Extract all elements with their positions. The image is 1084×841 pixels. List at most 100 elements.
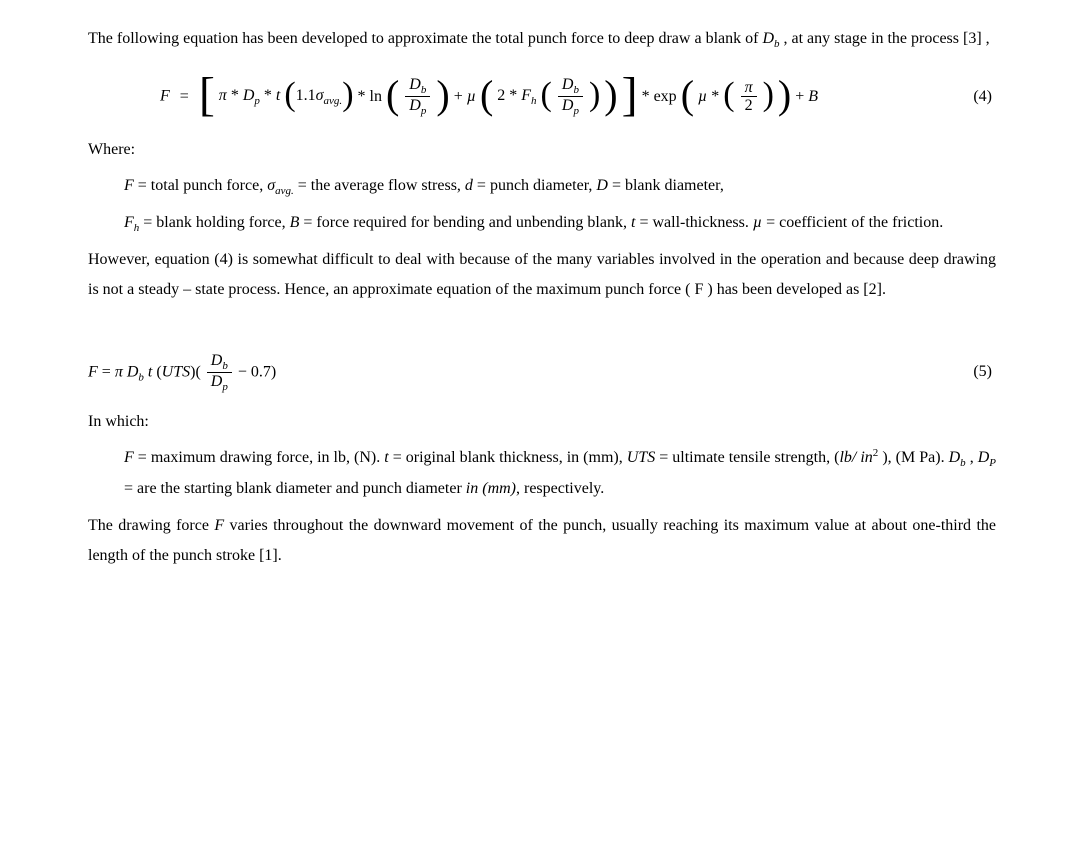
- eq5-f-Dp: D: [211, 373, 223, 390]
- d3-mm: (mm): [482, 480, 516, 497]
- d2-Fh-txt: = blank holding force,: [139, 214, 289, 231]
- eq4-rparen2: ): [436, 75, 449, 115]
- d1-d: d: [465, 177, 473, 194]
- eq4-rparen3: ): [604, 75, 617, 115]
- eq5-f-D: D: [211, 352, 223, 369]
- d2-t-txt: = wall-thickness.: [635, 214, 752, 231]
- eq5-t: t: [148, 363, 152, 380]
- d1-D-txt: = blank diameter,: [608, 177, 724, 194]
- eq4-f2-D: D: [562, 76, 574, 93]
- eq5-f-b: b: [222, 360, 228, 372]
- final-F: F: [214, 517, 224, 534]
- in-which-label: In which:: [88, 407, 996, 437]
- equation-4-number: (4): [932, 82, 996, 112]
- eq5-UTS: UTS: [162, 363, 190, 380]
- d3-UTS: UTS: [627, 449, 655, 466]
- d3-comma: ,: [966, 449, 978, 466]
- equation-4-body: F = [ π * Dp * t (1.1σavg.) * ln ( Db Dp…: [88, 73, 932, 121]
- equation-5-body: F = π Db t (UTS)( Db Dp − 0.7): [88, 352, 932, 393]
- eq4-f1-p: p: [421, 105, 427, 117]
- equation-5-row: F = π Db t (UTS)( Db Dp − 0.7) (5): [88, 352, 996, 393]
- defs-line-2: Fh = blank holding force, B = force requ…: [88, 208, 996, 239]
- eq4-sigma: σ: [316, 87, 324, 104]
- d1-sigma: σ: [267, 177, 275, 194]
- eq5-Db-b: b: [138, 371, 144, 383]
- sym-Db-b: b: [774, 38, 780, 50]
- eq4-equals: =: [174, 82, 195, 112]
- d3-are: = are the starting blank diameter and pu…: [124, 480, 466, 497]
- eq5-Db-D: D: [127, 363, 139, 380]
- eq5-pi: π: [115, 363, 123, 380]
- eq4-lparen4: (: [541, 78, 552, 112]
- d3-DpD: D: [978, 449, 990, 466]
- eq4-f1-D: D: [409, 76, 421, 93]
- eq5-minus07: − 0.7): [238, 363, 276, 380]
- eq4-lparen2: (: [386, 75, 399, 115]
- eq4-star5: *: [642, 88, 654, 105]
- eq4-star2: *: [260, 87, 276, 104]
- d2-mu-txt: = coefficient of the friction.: [762, 214, 943, 231]
- eq4-star1: *: [227, 87, 243, 104]
- eq4-t: t: [276, 87, 280, 104]
- final-post: varies throughout the downward movement …: [88, 517, 996, 564]
- intro-paragraph: The following equation has been develope…: [88, 24, 996, 55]
- eq4-1p1: 1.1: [296, 87, 316, 104]
- d2-B: B: [290, 214, 300, 231]
- eq4-f2-Dp: D: [562, 97, 574, 114]
- intro-text-1: The following equation has been develope…: [88, 30, 762, 47]
- eq4-Fh-h: h: [531, 95, 537, 107]
- final-pre: The drawing force: [88, 517, 214, 534]
- eq4-rparen5: ): [778, 75, 791, 115]
- defs-line-1: F = total punch force, σavg. = the avera…: [88, 171, 996, 202]
- eq4-B: B: [808, 88, 818, 105]
- d1-avg: avg.: [275, 185, 294, 197]
- eq4-lparen1: (: [284, 78, 295, 112]
- d3-UTS-txt: = ultimate tensile strength, (: [655, 449, 839, 466]
- eq4-mu: µ: [467, 88, 476, 105]
- eq4-ln: ln: [370, 88, 382, 105]
- eq4-f3-pi: π: [741, 79, 757, 97]
- eq4-frac1: Db Dp: [405, 76, 430, 117]
- defs-line-3: F = maximum drawing force, in lb, (N). t…: [88, 443, 996, 504]
- eq4-F: F: [160, 88, 170, 105]
- d2-FhF: F: [124, 214, 134, 231]
- eq4-avg: avg.: [324, 95, 343, 107]
- sym-Db-D: D: [762, 30, 774, 47]
- eq4-exp: exp: [654, 88, 677, 105]
- d1-sigma-txt: = the average flow stress,: [294, 177, 465, 194]
- d3-resp: , respectively.: [516, 480, 604, 497]
- eq4-frac3: π 2: [741, 79, 757, 115]
- d1-D: D: [596, 177, 608, 194]
- eq5-eq: =: [102, 363, 115, 380]
- d2-mu: µ: [753, 214, 762, 231]
- eq4-rparen4: ): [589, 78, 600, 112]
- eq4-frac2: Db Dp: [558, 76, 583, 117]
- d1-F: F: [124, 177, 134, 194]
- d3-F-txt: = maximum drawing force, in lb, (N).: [134, 449, 384, 466]
- eq4-Fh-F: F: [521, 87, 531, 104]
- d3-F: F: [124, 449, 134, 466]
- equation-5-number: (5): [932, 357, 996, 387]
- eq4-lparen3: (: [480, 75, 493, 115]
- eq4-rbracket: ]: [622, 71, 638, 119]
- mid-paragraph: However, equation (4) is somewhat diffic…: [88, 245, 996, 306]
- eq4-lparen5: (: [681, 75, 694, 115]
- eq4-lbracket: [: [199, 71, 215, 119]
- eq5-F: F: [88, 363, 98, 380]
- where-label: Where:: [88, 135, 996, 165]
- eq4-f3-2: 2: [741, 96, 757, 115]
- final-paragraph: The drawing force F varies throughout th…: [88, 511, 996, 572]
- d3-lbin: lb/ in: [839, 449, 872, 466]
- eq4-rparen1: ): [342, 78, 353, 112]
- d1-d-txt: = punch diameter,: [473, 177, 596, 194]
- eq4-Dp-D: D: [243, 87, 255, 104]
- eq4-lparen6: (: [723, 78, 734, 112]
- d3-in: in: [466, 480, 478, 497]
- eq4-f1-Dp: D: [409, 97, 421, 114]
- eq4-f1-b: b: [421, 84, 427, 96]
- eq4-rparen6: ): [763, 78, 774, 112]
- equation-4-row: F = [ π * Dp * t (1.1σavg.) * ln ( Db Dp…: [88, 73, 996, 121]
- eq4-pi: π: [219, 87, 227, 104]
- d3-UTS-post: ), (M Pa).: [878, 449, 948, 466]
- d3-Dpp: P: [989, 457, 996, 469]
